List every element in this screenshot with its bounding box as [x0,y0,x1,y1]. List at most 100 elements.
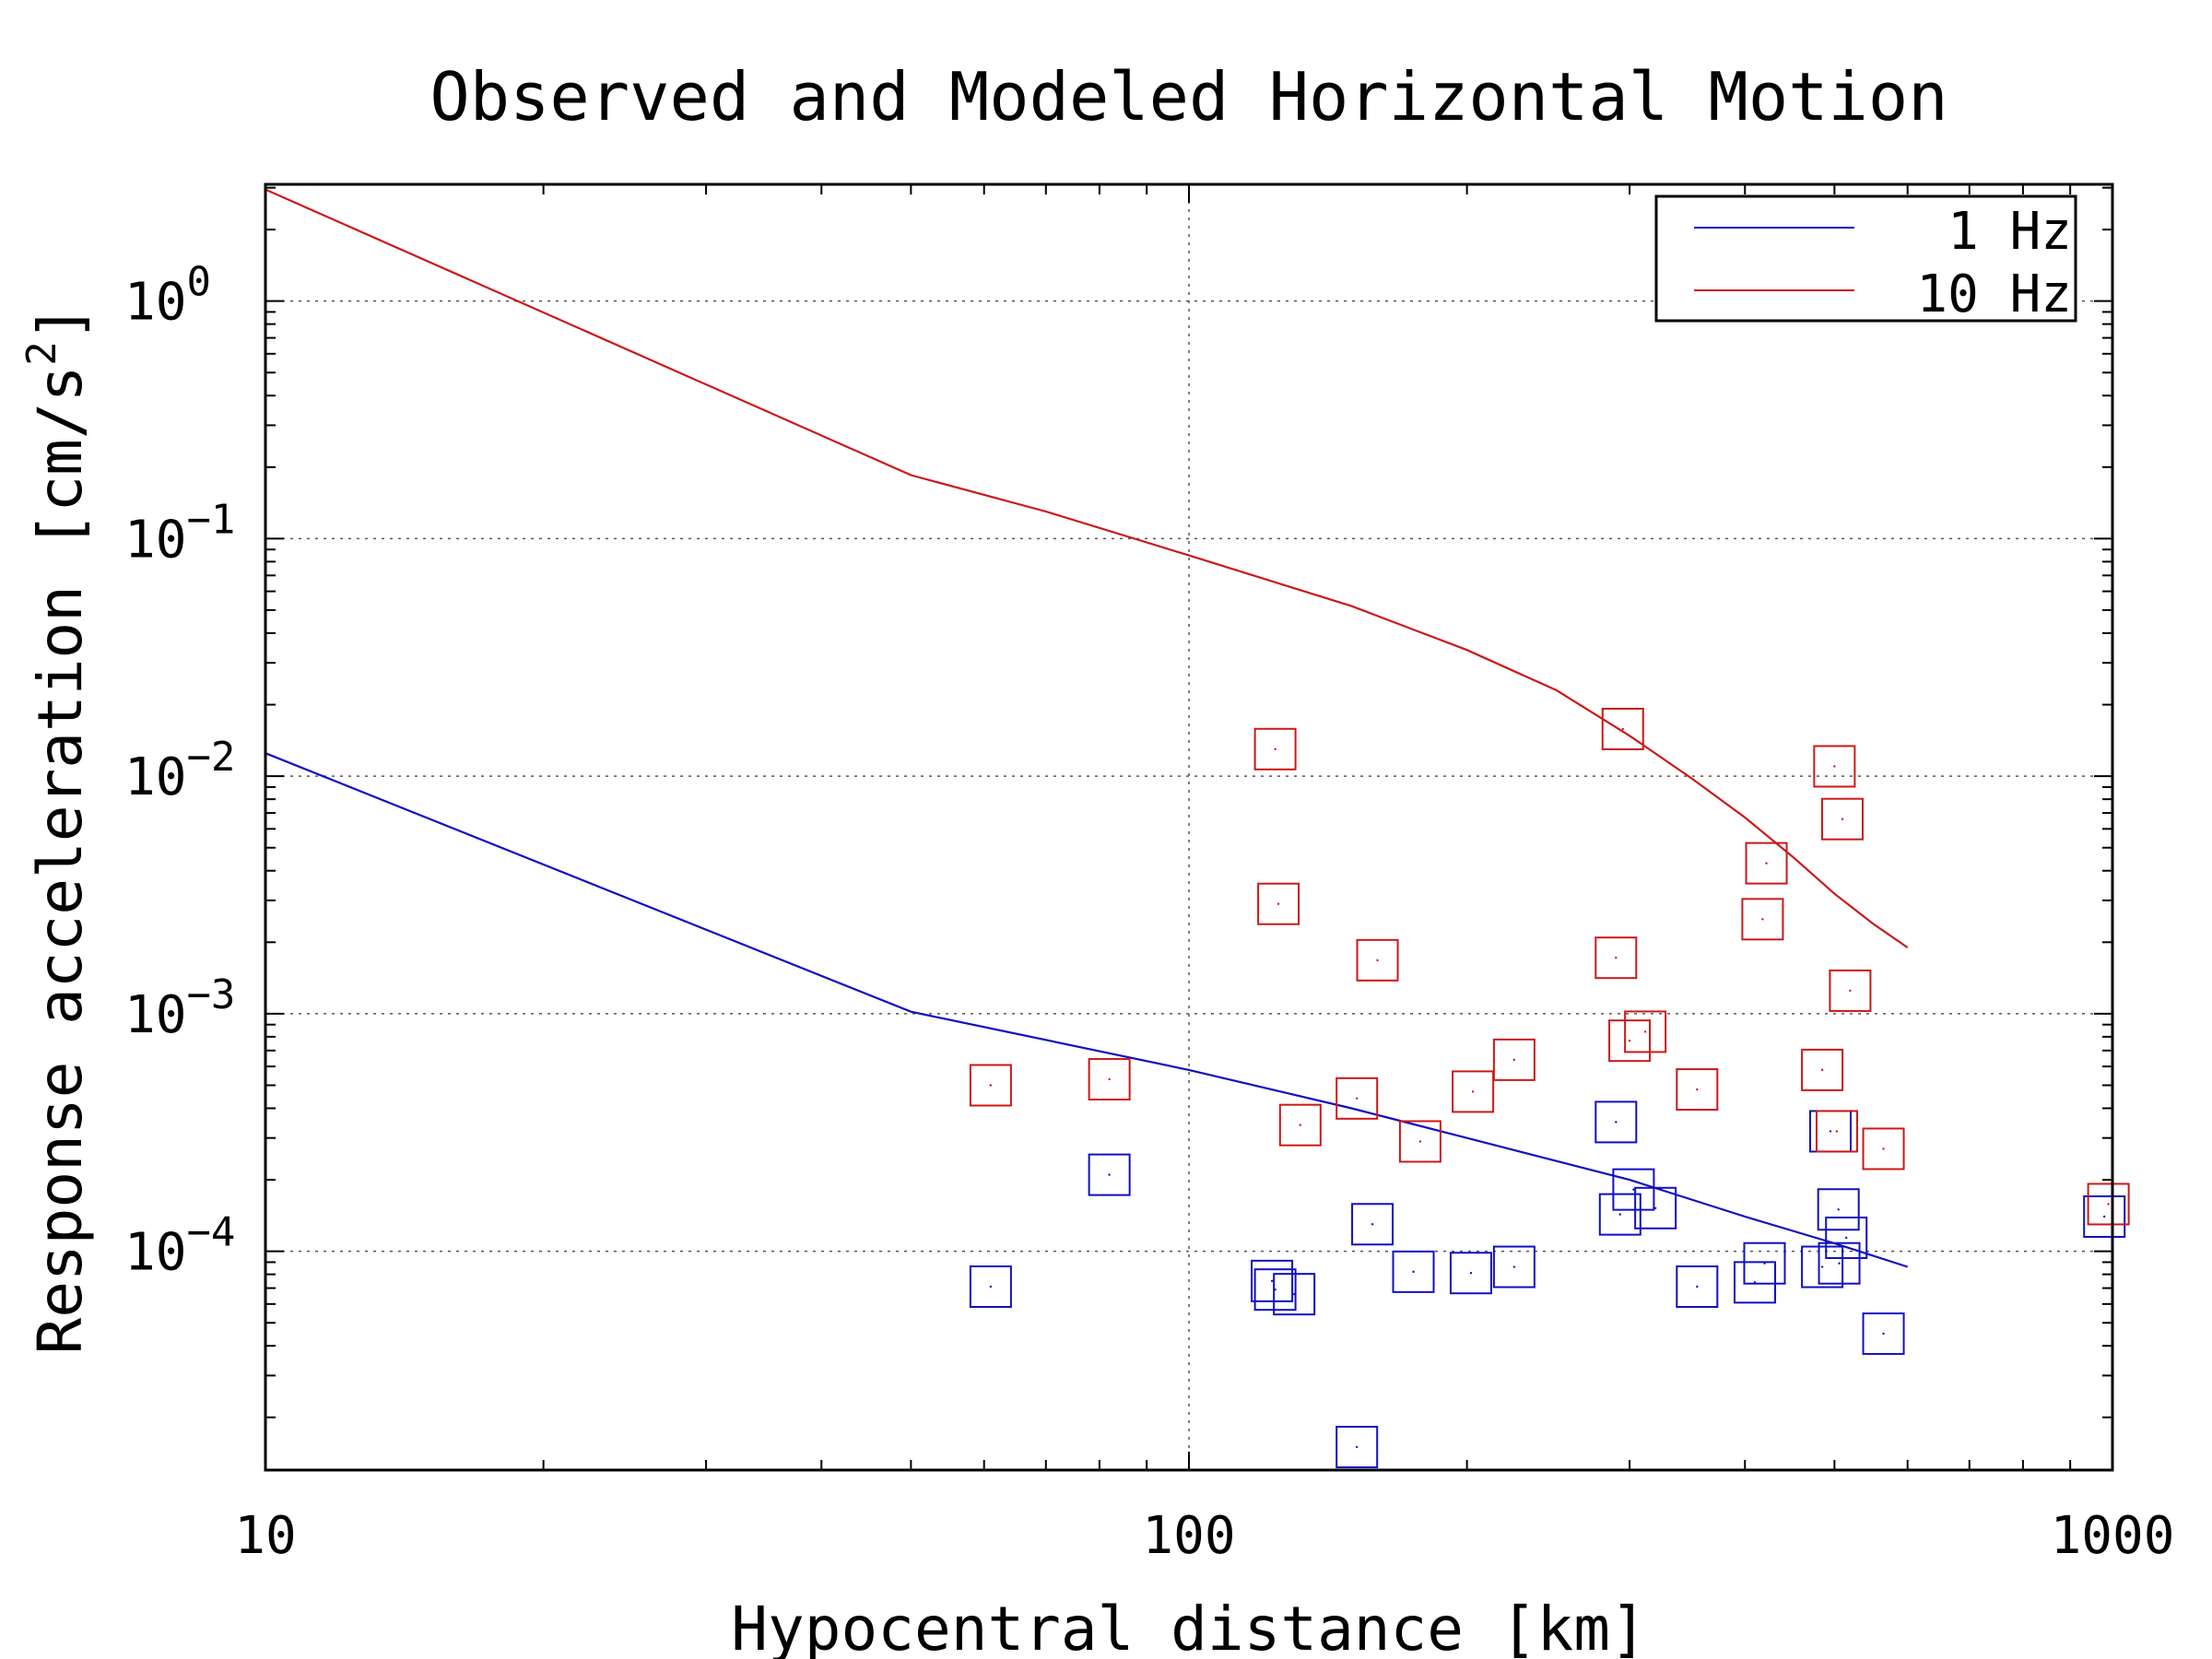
x-axis-label: Hypocentral distance [km] [731,1594,1646,1659]
observed-point-center-10hz [1820,1068,1824,1072]
observed-point-1hz [1598,1193,1641,1236]
y-tick-exponent: −3 [186,971,235,1018]
observed-point-1hz [1634,1186,1677,1230]
observed-point-center-10hz [1841,818,1844,820]
legend-label-10hz: 10 Hz [1916,265,2072,324]
observed-point-center-1hz [1618,1213,1622,1216]
observed-point-center-10hz [1108,1077,1111,1081]
observed-point-1hz [2083,1194,2126,1238]
observed-point-center-1hz [1469,1272,1473,1275]
observed-point-1hz [1612,1168,1655,1211]
y-tick-base: 10 [124,510,186,570]
observed-point-10hz [1813,745,1856,788]
observed-point-center-10hz [1849,989,1852,993]
observed-point-center-1hz [989,1285,993,1288]
observed-point-1hz [1251,1259,1294,1302]
y-tick-base: 10 [124,747,186,807]
observed-point-center-10hz [1274,747,1277,750]
observed-point-10hz [969,1064,1012,1107]
observed-point-1hz [1253,1268,1297,1312]
observed-point-10hz [1801,1048,1844,1091]
observed-point-1hz [1743,1241,1786,1285]
observed-point-1hz [1734,1261,1777,1304]
observed-point-1hz [1492,1245,1535,1288]
observed-point-10hz [2087,1182,2130,1226]
y-tick-exponent: 0 [186,259,211,306]
observed-point-center-10hz [1356,1097,1359,1100]
observed-point-1hz [1088,1153,1131,1196]
observed-point-center-10hz [1299,1124,1302,1126]
legend-label-1hz: 1 Hz [1947,202,2072,262]
observed-point-center-10hz [1833,765,1836,768]
observed-point-10hz [1452,1070,1495,1113]
observed-point-10hz [1257,882,1300,925]
observed-markers [969,707,2130,1469]
observed-point-1hz [1273,1273,1316,1316]
y-axis-label-close: ] [25,304,96,341]
observed-point-10hz [1601,707,1644,750]
observed-point-center-1hz [1763,1262,1766,1265]
observed-point-10hz [1815,1110,1858,1153]
model-line-1hz [265,752,1909,1268]
observed-point-1hz [1825,1216,1868,1259]
observed-point-1hz [1449,1252,1492,1295]
observed-point-10hz [1492,1038,1535,1081]
observed-point-center-10hz [1761,918,1764,921]
legend-box [1654,194,2077,323]
observed-point-1hz [1801,1245,1844,1288]
y-tick-exponent: −4 [186,1209,235,1256]
observed-point-center-10hz [1418,1140,1422,1143]
axis-ticks [265,184,2113,1470]
observed-point-center-1hz [1292,1292,1296,1296]
observed-point-center-10hz [1471,1090,1475,1093]
legend: 1 Hz 10 Hz [1654,194,2077,324]
observed-point-10hz [1088,1057,1131,1100]
observed-point-10hz [1741,898,1784,941]
y-tick-base: 10 [124,273,186,333]
observed-point-10hz [1278,1103,1322,1147]
observed-point-10hz [1820,797,1864,841]
y-tick-base: 10 [124,985,186,1045]
observed-point-center-10hz [989,1084,993,1087]
observed-point-10hz [1356,938,1399,982]
y-tick-label: 10−2 [124,734,235,807]
y-axis-label-sup: 2 [18,341,65,366]
observed-point-10hz [1745,841,1788,885]
observed-point-10hz [1624,1010,1667,1053]
observed-point-1hz [1818,1241,1861,1285]
observed-point-center-1hz [1632,1188,1635,1191]
x-tick-label: 1000 [2051,1506,2175,1566]
observed-point-10hz [1608,1019,1652,1063]
observed-point-center-10hz [1643,1030,1647,1033]
y-tick-label: 10−4 [124,1209,235,1283]
observed-point-center-1hz [2103,1215,2106,1218]
observed-point-center-10hz [1628,1039,1631,1042]
observed-point-center-1hz [1108,1173,1111,1176]
observed-point-center-10hz [1512,1058,1516,1062]
observed-point-center-1hz [1412,1270,1415,1274]
y-tick-base: 10 [124,1223,186,1283]
observed-point-1hz [1335,1426,1379,1469]
observed-point-center-1hz [1356,1445,1359,1449]
observed-point-center-1hz [1838,1262,1841,1265]
y-tick-label: 100 [124,259,211,333]
observed-point-1hz [1594,1100,1638,1144]
observed-point-center-10hz [1277,902,1280,905]
observed-point-1hz [1862,1312,1905,1356]
observed-point-center-10hz [1621,727,1624,731]
observed-point-center-1hz [1270,1279,1274,1283]
y-tick-exponent: −1 [186,496,235,543]
observed-point-center-10hz [1376,959,1379,962]
observed-point-10hz [1398,1120,1441,1163]
gridlines [265,184,2112,1470]
observed-point-10hz [1594,936,1638,980]
y-tick-label: 10−1 [124,496,235,570]
observed-point-1hz [1676,1265,1719,1308]
observed-point-10hz [1335,1077,1379,1120]
observed-point-10hz [1253,727,1297,771]
y-tick-exponent: −2 [186,734,235,781]
x-tick-label: 100 [1142,1506,1235,1566]
y-tick-label: 10−3 [124,971,235,1045]
observed-point-center-1hz [1882,1332,1885,1335]
